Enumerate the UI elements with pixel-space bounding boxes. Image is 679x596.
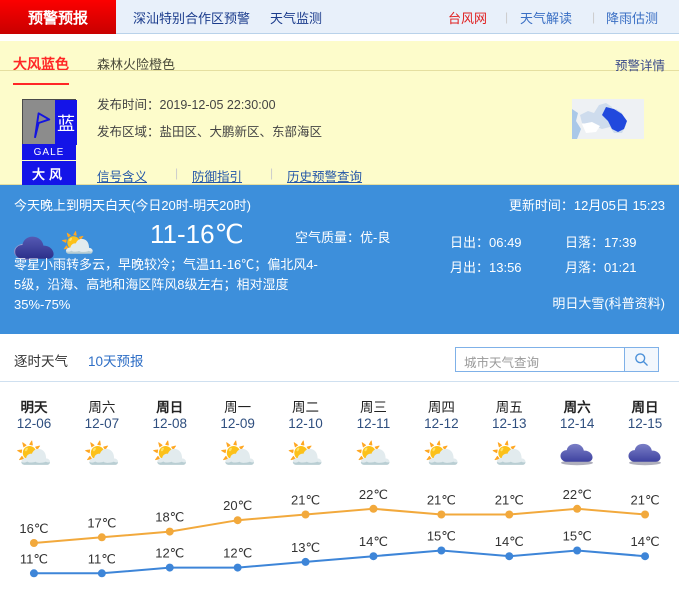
svg-text:17℃: 17℃ [87,515,116,530]
svg-text:11℃: 11℃ [20,551,48,566]
svg-text:21℃: 21℃ [291,493,320,508]
svg-text:20℃: 20℃ [223,498,252,513]
svg-text:21℃: 21℃ [427,493,456,508]
svg-text:14℃: 14℃ [495,534,524,549]
svg-text:16℃: 16℃ [19,521,48,536]
svg-text:15℃: 15℃ [427,529,456,544]
svg-text:21℃: 21℃ [495,493,524,508]
svg-text:21℃: 21℃ [631,493,660,508]
svg-text:22℃: 22℃ [359,487,388,502]
svg-text:12℃: 12℃ [155,546,184,561]
svg-text:22℃: 22℃ [563,487,592,502]
svg-text:13℃: 13℃ [291,540,320,555]
svg-text:12℃: 12℃ [223,546,252,561]
svg-text:14℃: 14℃ [631,534,660,549]
svg-text:14℃: 14℃ [359,534,388,549]
svg-text:18℃: 18℃ [155,510,184,525]
svg-text:11℃: 11℃ [88,551,116,566]
svg-text:15℃: 15℃ [563,529,592,544]
